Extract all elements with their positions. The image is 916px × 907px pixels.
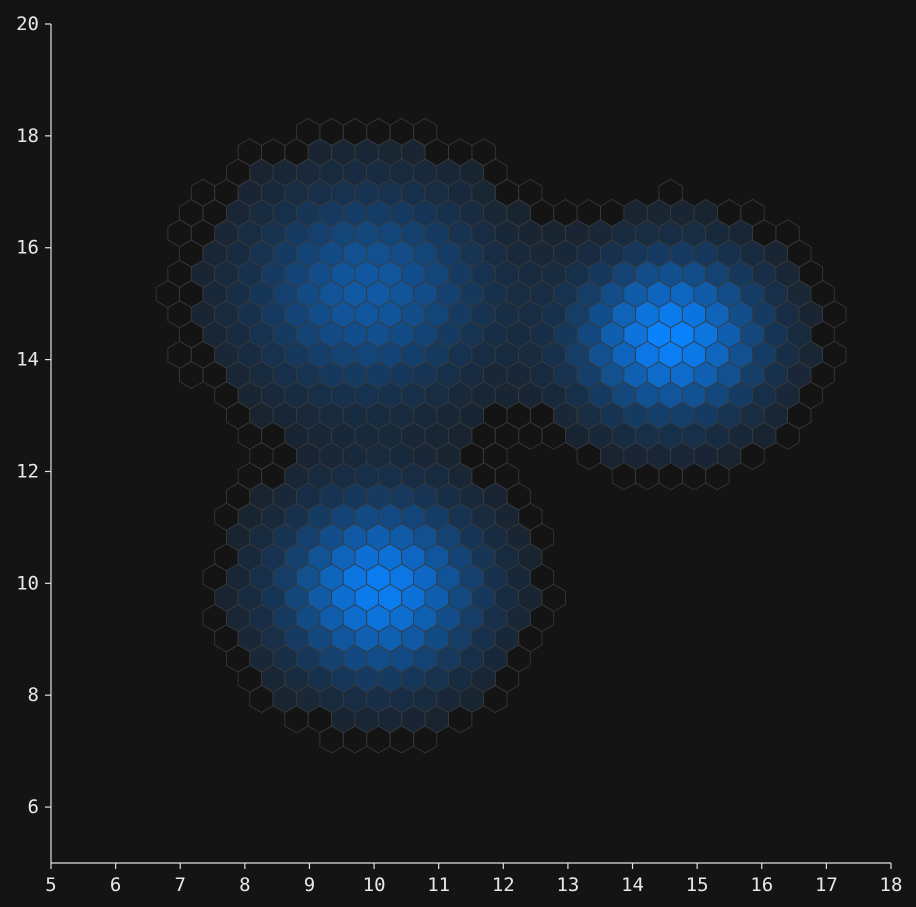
x-tick-label: 9 xyxy=(304,874,315,896)
axes: 5 6 7 8 9 10 11 12 13 14 15 16 17 18 6 8 10 12 14 16 18 20 xyxy=(16,13,902,896)
hexbin-cell xyxy=(179,199,204,227)
hexbin-cell xyxy=(541,583,566,612)
x-tick-label: 12 xyxy=(492,874,515,896)
hexbin-cell xyxy=(167,219,192,248)
hexbin-cell xyxy=(494,421,520,450)
x-tick-label: 18 xyxy=(880,874,903,896)
hexbin-cell xyxy=(822,340,847,369)
y-tick-label: 14 xyxy=(16,349,39,371)
x-axis-ticks: 5 6 7 8 9 10 11 12 13 14 15 16 17 18 xyxy=(45,863,902,896)
hexbin-cell xyxy=(471,138,496,167)
y-tick-label: 6 xyxy=(28,796,39,818)
x-tick-label: 7 xyxy=(175,874,186,896)
hexbin-cell xyxy=(167,340,192,369)
hexbin-cell xyxy=(190,178,216,207)
x-tick-label: 15 xyxy=(686,874,709,896)
hexbin-cells xyxy=(155,118,847,754)
hexbin-cell xyxy=(249,442,274,470)
y-tick-label: 8 xyxy=(28,684,39,706)
x-tick-label: 5 xyxy=(45,874,56,896)
hexbin-cell xyxy=(740,199,765,227)
x-tick-label: 10 xyxy=(363,874,386,896)
hexbin-cell xyxy=(518,178,543,207)
x-tick-label: 13 xyxy=(556,874,579,896)
hexbin-cell xyxy=(412,118,438,146)
x-tick-label: 14 xyxy=(621,874,644,896)
x-tick-label: 6 xyxy=(110,874,121,896)
x-tick-label: 17 xyxy=(815,874,838,896)
y-tick-label: 12 xyxy=(16,460,39,482)
y-tick-label: 20 xyxy=(16,13,39,35)
y-tick-label: 16 xyxy=(16,237,39,259)
y-axis-ticks: 6 8 10 12 14 16 18 20 xyxy=(16,13,51,818)
hexbin-cell xyxy=(658,178,683,207)
hexbin-cell xyxy=(518,421,543,450)
x-tick-label: 11 xyxy=(427,874,450,896)
hexbin-cell xyxy=(167,259,192,288)
hexbin-cell xyxy=(155,280,181,308)
hexbin-cell xyxy=(822,300,847,329)
hexbin-cell xyxy=(775,219,800,248)
y-tick-label: 18 xyxy=(16,125,39,147)
y-tick-label: 10 xyxy=(16,572,39,594)
hexbin-cell xyxy=(167,300,192,329)
x-tick-label: 8 xyxy=(239,874,250,896)
hexbin-cell xyxy=(483,442,508,470)
hexbin-cell xyxy=(179,361,204,389)
x-tick-label: 16 xyxy=(750,874,773,896)
